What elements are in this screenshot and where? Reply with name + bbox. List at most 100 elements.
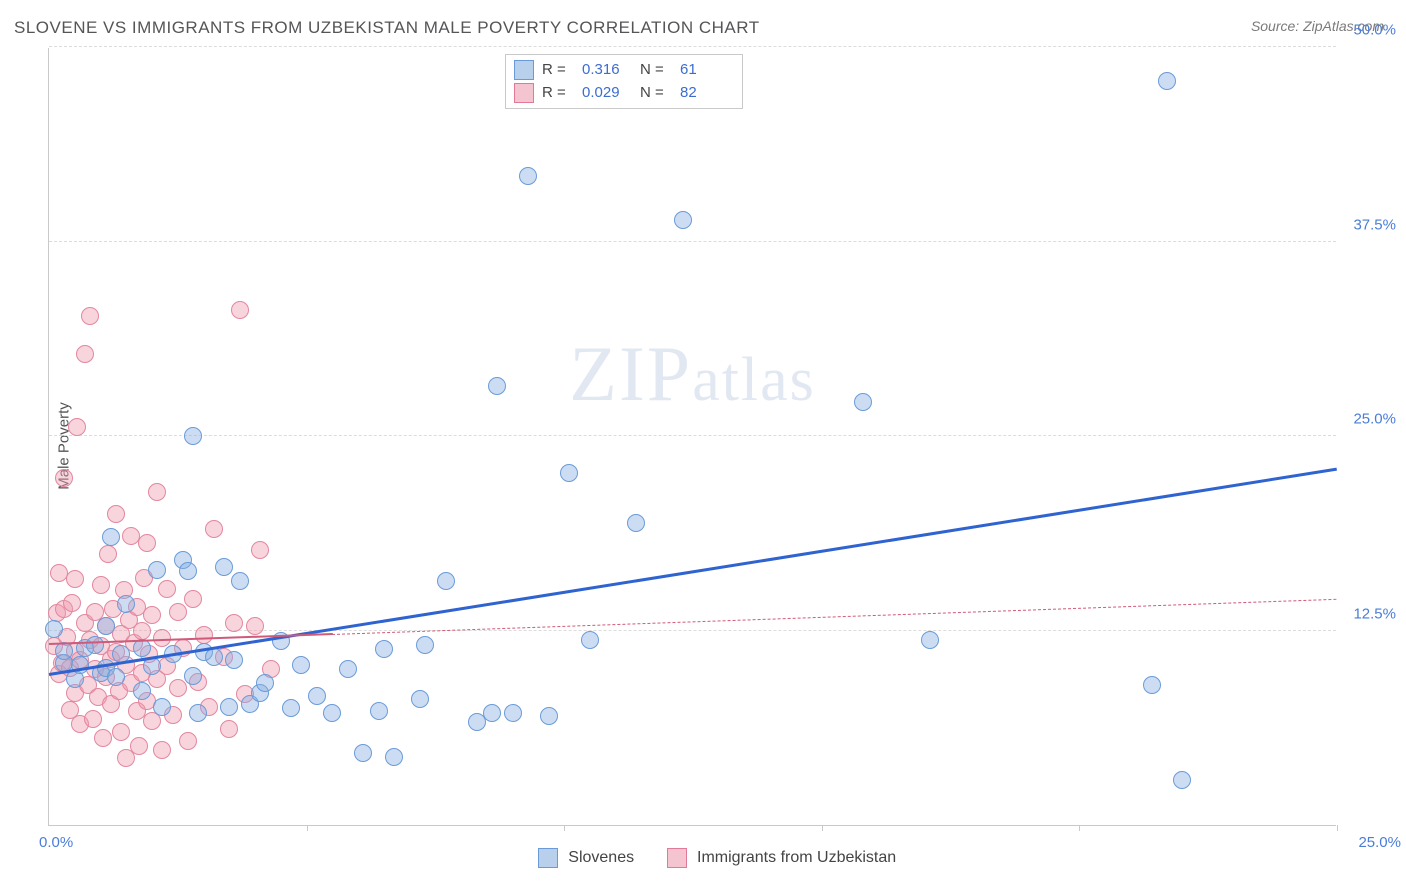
watermark-zip: ZIP [569,330,692,417]
scatter-point [246,617,264,635]
scatter-point [143,606,161,624]
scatter-point [483,704,501,722]
scatter-point [215,558,233,576]
correlation-legend: R = 0.316 N = 61 R = 0.029 N = 82 [505,54,743,109]
scatter-point [674,211,692,229]
watermark: ZIPatlas [569,329,816,419]
scatter-point [107,668,125,686]
scatter-point [117,595,135,613]
legend-label-slovenes: Slovenes [568,849,634,866]
scatter-point [251,541,269,559]
gridline [49,630,1336,631]
y-tick-label: 12.5% [1341,605,1396,622]
legend-label-uzbekistan: Immigrants from Uzbekistan [697,849,896,866]
gridline [49,241,1336,242]
scatter-point [97,617,115,635]
scatter-point [158,580,176,598]
scatter-point [519,167,537,185]
x-tick [1079,825,1080,831]
chart-title: SLOVENE VS IMMIGRANTS FROM UZBEKISTAN MA… [14,18,760,38]
scatter-point [504,704,522,722]
y-tick-label: 37.5% [1341,216,1396,233]
plot-area: ZIPatlas 0.0% 25.0% 12.5%25.0%37.5%50.0% [48,48,1336,826]
scatter-point [94,729,112,747]
swatch-uzbekistan-icon [667,848,687,868]
scatter-point [292,656,310,674]
scatter-point [76,345,94,363]
scatter-point [84,710,102,728]
scatter-point [169,603,187,621]
n-value-slovenes: 61 [680,59,730,82]
scatter-point [225,614,243,632]
scatter-point [205,520,223,538]
scatter-point [153,741,171,759]
scatter-point [385,748,403,766]
gridline [49,46,1336,47]
scatter-point [195,626,213,644]
scatter-point [225,651,243,669]
gridline [49,435,1336,436]
scatter-point [130,737,148,755]
correlation-row-uzbekistan: R = 0.029 N = 82 [514,82,730,105]
scatter-point [189,704,207,722]
scatter-point [81,307,99,325]
x-tick [307,825,308,831]
scatter-point [560,464,578,482]
scatter-point [92,576,110,594]
scatter-point [437,572,455,590]
scatter-point [99,545,117,563]
n-label: N = [640,82,672,105]
r-label: R = [542,82,574,105]
scatter-point [339,660,357,678]
y-tick-label: 25.0% [1341,411,1396,428]
scatter-point [45,620,63,638]
scatter-point [308,687,326,705]
scatter-point [55,469,73,487]
scatter-point [86,636,104,654]
scatter-point [921,631,939,649]
watermark-atlas: atlas [692,346,816,414]
scatter-point [184,667,202,685]
series-legend: Slovenes Immigrants from Uzbekistan [0,848,1406,868]
scatter-point [138,534,156,552]
scatter-point [854,393,872,411]
scatter-point [169,679,187,697]
scatter-point [416,636,434,654]
r-label: R = [542,59,574,82]
scatter-point [220,720,238,738]
scatter-point [323,704,341,722]
scatter-point [231,572,249,590]
swatch-slovenes-icon [514,60,534,80]
scatter-point [63,594,81,612]
scatter-point [153,698,171,716]
r-value-slovenes: 0.316 [582,59,632,82]
swatch-uzbekistan-icon [514,83,534,103]
scatter-point [102,528,120,546]
correlation-row-slovenes: R = 0.316 N = 61 [514,59,730,82]
scatter-point [581,631,599,649]
scatter-point [256,674,274,692]
scatter-point [184,427,202,445]
scatter-point [220,698,238,716]
scatter-point [627,514,645,532]
scatter-point [370,702,388,720]
y-tick-label: 50.0% [1341,22,1396,39]
scatter-point [133,622,151,640]
scatter-point [133,682,151,700]
scatter-point [411,690,429,708]
n-label: N = [640,59,672,82]
scatter-point [179,562,197,580]
x-tick [1337,825,1338,831]
n-value-uzbekistan: 82 [680,82,730,105]
scatter-point [282,699,300,717]
scatter-point [375,640,393,658]
scatter-point [66,570,84,588]
scatter-point [184,590,202,608]
x-tick [564,825,565,831]
scatter-point [231,301,249,319]
scatter-point [1158,72,1176,90]
x-tick [822,825,823,831]
r-value-uzbekistan: 0.029 [582,82,632,105]
scatter-point [354,744,372,762]
scatter-point [107,505,125,523]
